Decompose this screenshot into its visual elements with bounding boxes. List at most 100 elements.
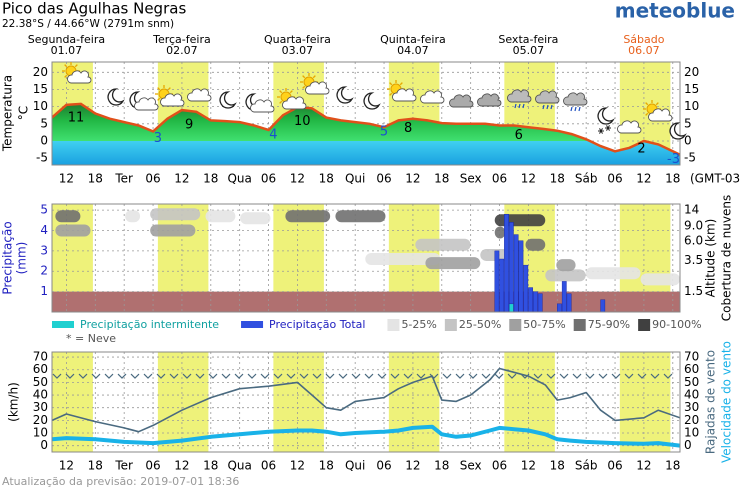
y2-tick-label: 50 bbox=[684, 375, 699, 389]
sun-ray bbox=[279, 100, 283, 104]
y2-tick-label: 10 bbox=[684, 99, 699, 113]
wind-direction bbox=[338, 373, 348, 379]
rain bbox=[514, 103, 517, 109]
rain bbox=[574, 106, 577, 112]
wind-direction bbox=[572, 373, 582, 379]
cloud-cover bbox=[556, 259, 576, 272]
x-tick-label: 18 bbox=[203, 172, 218, 186]
cloud-cover bbox=[494, 214, 546, 227]
wind-direction bbox=[143, 373, 153, 379]
snow bbox=[599, 128, 603, 134]
panel-frame bbox=[51, 61, 681, 166]
title: Pico das Agulhas Negras bbox=[2, 0, 186, 18]
x-tick-label: 12 bbox=[59, 172, 74, 186]
y2-tick-label: 9.0 bbox=[684, 219, 703, 233]
sun-ray bbox=[157, 87, 161, 91]
max-label: 2 bbox=[637, 142, 645, 157]
y-unit: °C bbox=[17, 106, 31, 120]
y-tick-label: 20 bbox=[33, 65, 48, 79]
wind-direction bbox=[286, 373, 296, 379]
legend-label: 25-50% bbox=[459, 318, 501, 331]
x-tick-label: Sex bbox=[460, 459, 482, 473]
sun-ray bbox=[645, 102, 649, 106]
legend-swatch bbox=[509, 319, 522, 331]
sun-ray bbox=[389, 82, 393, 86]
precip-bar bbox=[518, 240, 524, 312]
cloud-cover bbox=[640, 273, 680, 286]
wind-direction bbox=[117, 373, 127, 379]
wind-direction bbox=[481, 373, 491, 379]
legend-label: 90-100% bbox=[652, 318, 701, 331]
wind-direction bbox=[637, 373, 647, 379]
x-tick-label: Sex bbox=[460, 172, 482, 186]
rain bbox=[546, 104, 549, 110]
wind-line bbox=[52, 367, 680, 433]
cloud-cover bbox=[335, 210, 386, 223]
x-tick-label: Ter bbox=[114, 459, 133, 473]
y2-tick-label: 30 bbox=[684, 400, 699, 414]
y-tick-label: 50 bbox=[33, 375, 48, 389]
wind-direction bbox=[455, 373, 465, 379]
cloud bbox=[449, 94, 474, 108]
x-tick-label: Qua bbox=[227, 459, 251, 473]
cloud-cover bbox=[240, 212, 271, 225]
precip-bar bbox=[600, 299, 606, 312]
precip-bar bbox=[533, 291, 538, 312]
precip-bar bbox=[508, 303, 514, 312]
legend-swatch bbox=[241, 321, 264, 328]
min-label: 5 bbox=[380, 124, 388, 139]
y-label: Temperatura bbox=[1, 75, 15, 152]
y2-tick-label: 20 bbox=[684, 65, 699, 79]
day-date: 02.07 bbox=[166, 44, 198, 57]
x-tick-label: 18 bbox=[665, 172, 680, 186]
moon bbox=[669, 122, 687, 140]
sun-ray bbox=[157, 97, 161, 101]
x-tick-label: 12 bbox=[174, 459, 189, 473]
y-tick-label: -5 bbox=[36, 151, 48, 165]
cloud bbox=[617, 120, 642, 134]
x-tick-label: 18 bbox=[434, 172, 449, 186]
x-tick-label: 12 bbox=[521, 459, 536, 473]
legend-swatch bbox=[444, 319, 457, 331]
wind-direction bbox=[533, 373, 543, 379]
y-unit: (mm) bbox=[15, 242, 29, 275]
y-tick-label: 60 bbox=[33, 362, 48, 376]
wind-direction bbox=[91, 373, 101, 379]
wind-direction bbox=[325, 373, 335, 379]
wind-direction bbox=[195, 373, 205, 379]
y2-tick-label: 1.5 bbox=[684, 284, 703, 298]
sun-ray bbox=[389, 92, 393, 96]
rain bbox=[518, 103, 521, 109]
min-label: 3 bbox=[154, 131, 162, 146]
cloud bbox=[420, 90, 445, 104]
y2-tick-label: 70 bbox=[684, 350, 699, 364]
legend-label: 75-90% bbox=[588, 318, 630, 331]
daylight-band bbox=[273, 352, 324, 452]
wind-direction bbox=[260, 373, 270, 379]
y-tick-label: 3 bbox=[40, 243, 48, 257]
y-tick-label: 30 bbox=[33, 400, 48, 414]
x-tick-label: 18 bbox=[203, 459, 218, 473]
y-tick-label: 40 bbox=[33, 388, 48, 402]
x-tick-label: 18 bbox=[88, 172, 103, 186]
y-tick-label: 10 bbox=[33, 99, 48, 113]
day-name: Quinta-feira bbox=[380, 33, 446, 46]
panel bbox=[52, 204, 680, 312]
wind-direction bbox=[52, 373, 62, 379]
sun-ray bbox=[74, 64, 78, 68]
legend-label: Precipitação Total bbox=[269, 318, 365, 331]
y2-tick-label: 0 bbox=[684, 133, 692, 147]
y-tick-label: 20 bbox=[33, 413, 48, 427]
y2-tick-label: 5 bbox=[684, 116, 692, 130]
day-date: 04.07 bbox=[397, 44, 429, 57]
wind-direction bbox=[312, 373, 322, 379]
wind-direction bbox=[78, 373, 88, 379]
cloud bbox=[648, 108, 673, 122]
cloud bbox=[305, 81, 330, 95]
legend-swatch bbox=[638, 319, 651, 331]
rain bbox=[542, 104, 545, 110]
y-label: Precipitação bbox=[1, 221, 15, 294]
snow bbox=[606, 125, 610, 131]
x-tick-label: 12 bbox=[405, 172, 420, 186]
legend-label: 50-75% bbox=[523, 318, 565, 331]
